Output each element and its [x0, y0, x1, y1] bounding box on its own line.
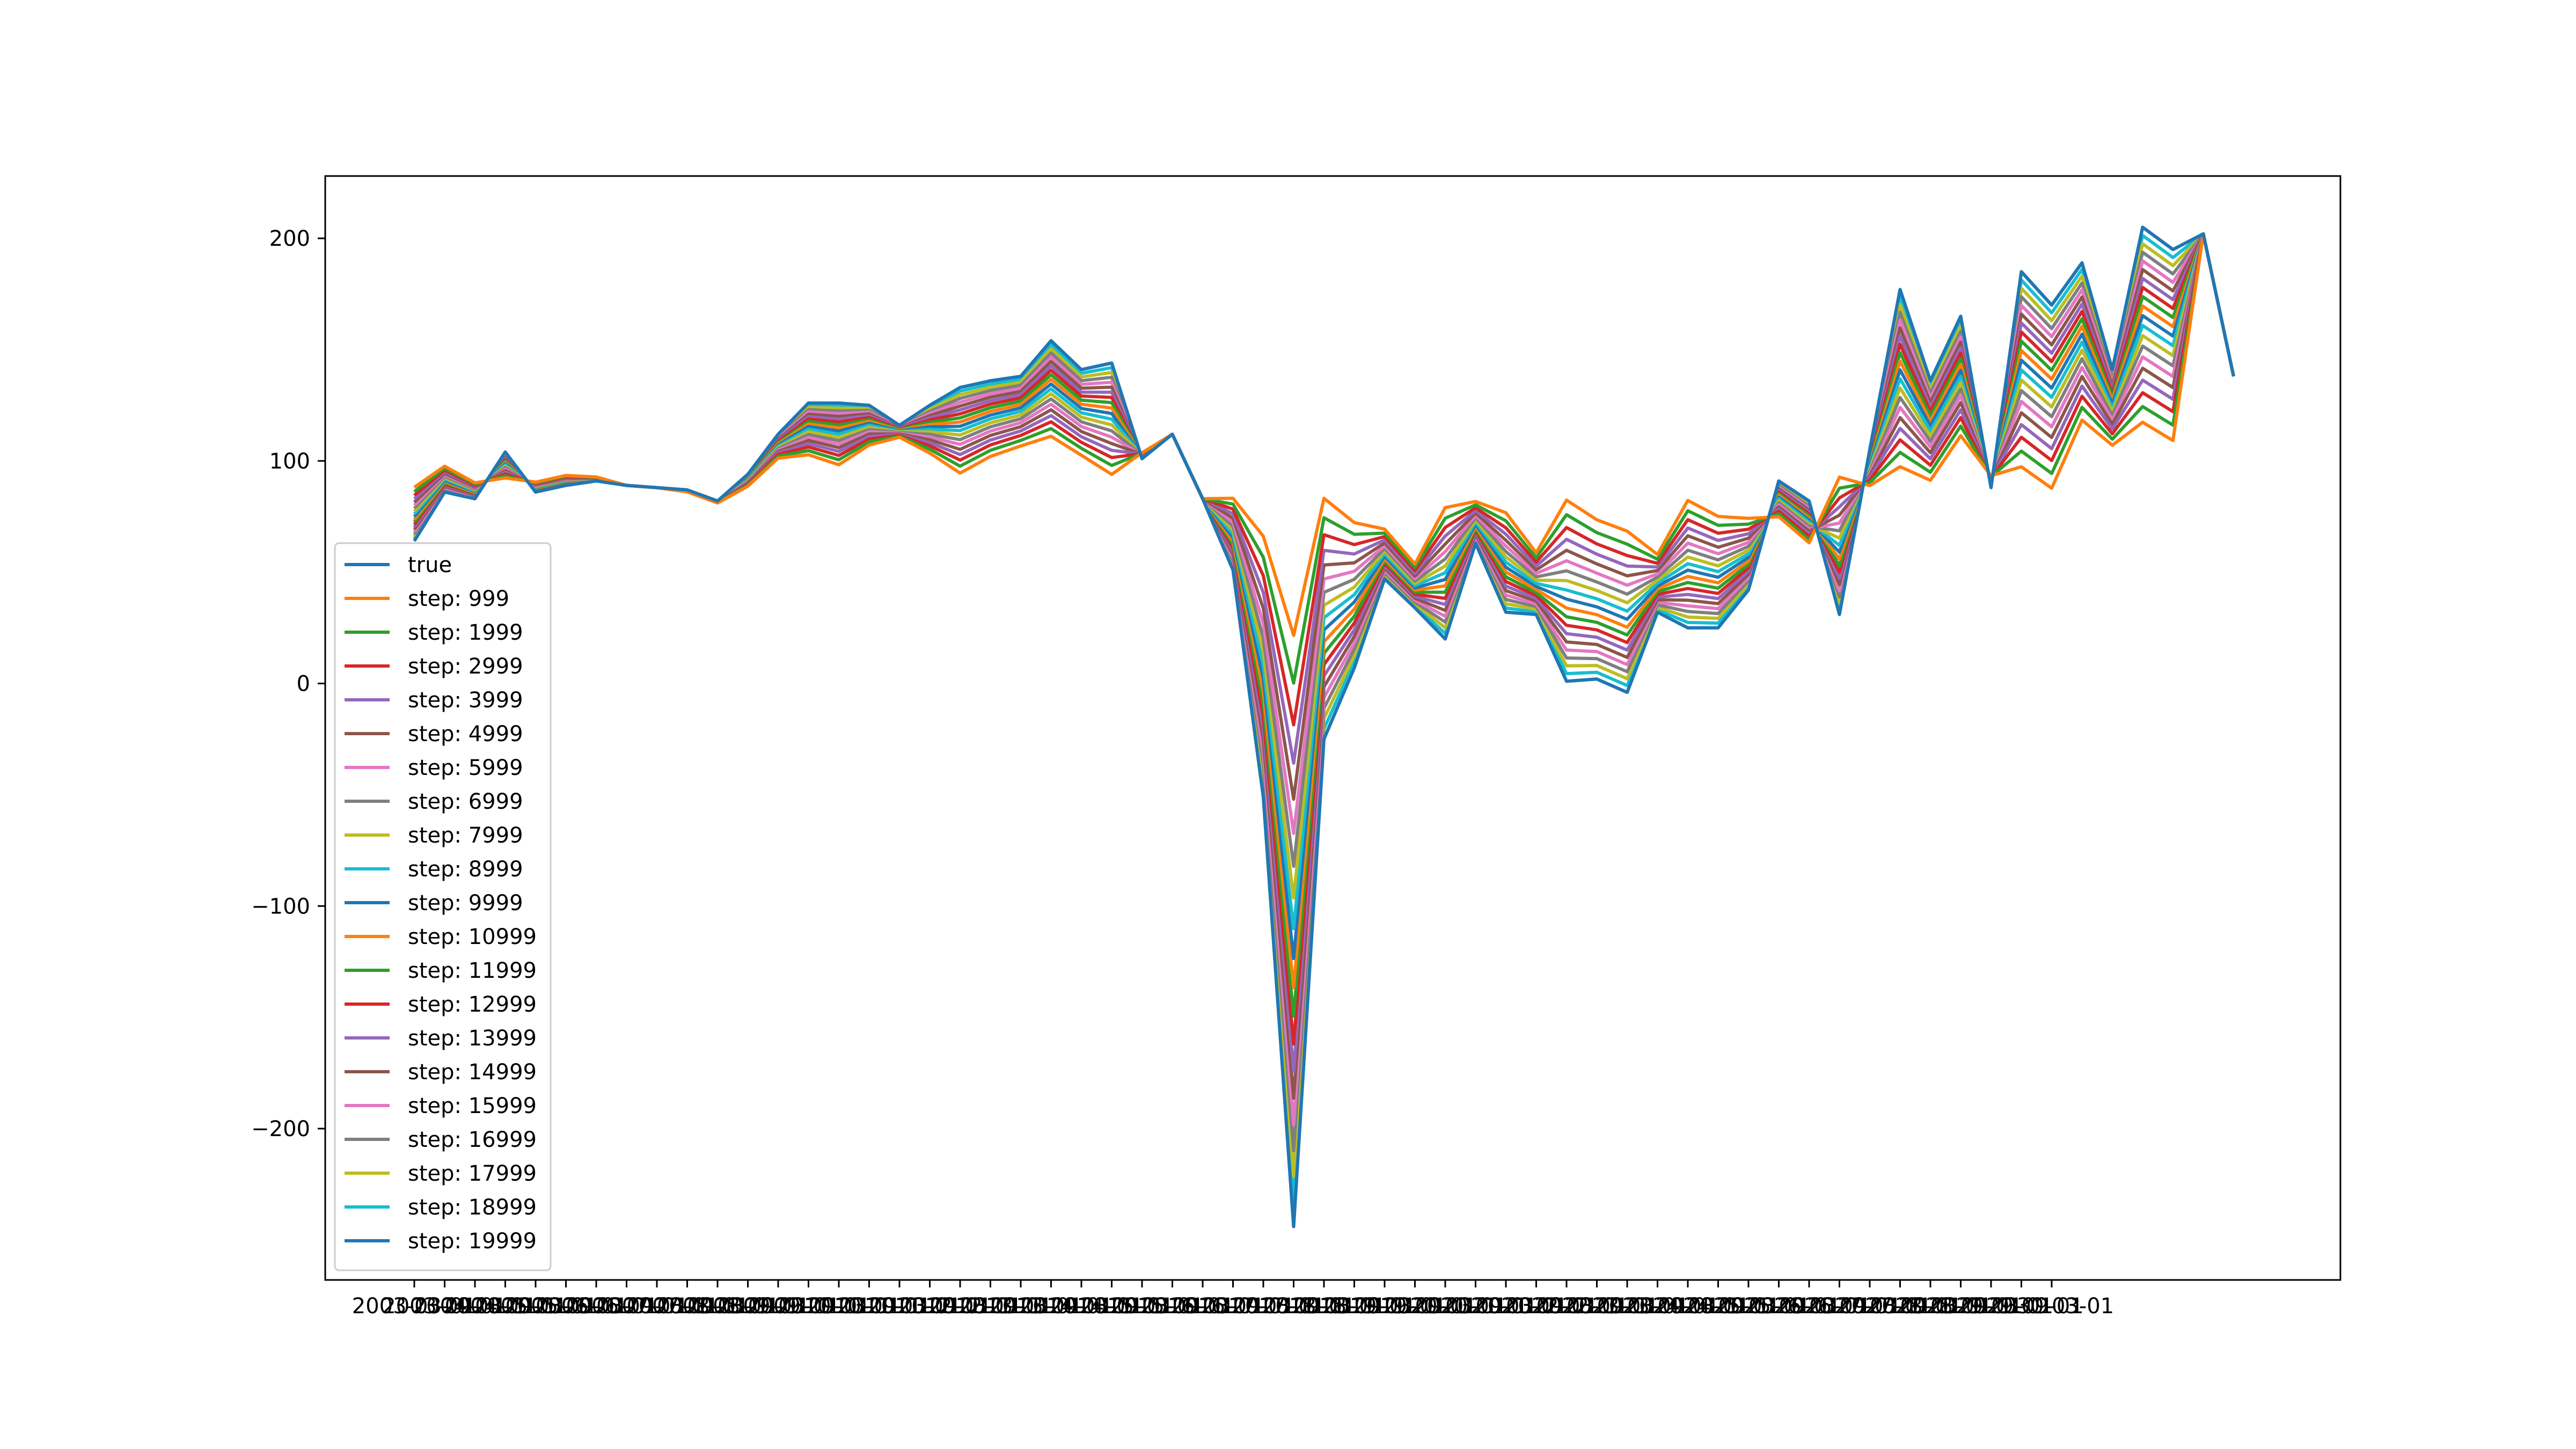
x-tick-label: 2028-03-01: [1868, 1294, 1993, 1319]
legend-label: step: 16999: [408, 1128, 537, 1152]
x-tick-label: 2008-03-01: [655, 1294, 780, 1319]
legend-label: step: 19999: [408, 1229, 537, 1254]
x-tick-label: 2029-09-01: [1959, 1294, 2083, 1319]
x-tick-label: 2028-09-01: [1898, 1294, 2023, 1319]
x-tick-label: 2010-03-01: [777, 1294, 901, 1319]
legend-label: step: 5999: [408, 756, 523, 780]
x-tick-label: 2010-09-01: [807, 1294, 931, 1319]
x-tick-label: 2018-03-01: [1262, 1294, 1386, 1319]
x-tick-label: 2003-03-01: [352, 1294, 477, 1319]
legend-label: true: [408, 553, 452, 577]
x-tick-label: 2015-09-01: [1110, 1294, 1234, 1319]
legend-label: step: 14999: [408, 1060, 537, 1085]
x-tick-label: 2019-03-01: [1322, 1294, 1447, 1319]
legend-label: step: 13999: [408, 1026, 537, 1051]
legend: true step: 999 step: 1999 step: 2999 step: 3…: [334, 542, 552, 1271]
x-tick-label: 2025-09-01: [1716, 1294, 1841, 1319]
series-layer: [413, 225, 2235, 1228]
x-tick-label: 2019-09-01: [1352, 1294, 1477, 1319]
x-tick-label: 2007-03-01: [595, 1294, 719, 1319]
legend-label: step: 8999: [408, 857, 523, 882]
legend-label: step: 999: [408, 587, 509, 611]
x-tick-label: 2023-09-01: [1595, 1294, 1719, 1319]
x-tick-label: 2022-09-01: [1534, 1294, 1659, 1319]
legend-label: step: 11999: [408, 958, 537, 983]
x-tick-label: 2029-03-01: [1929, 1294, 2053, 1319]
legend-label: step: 3999: [408, 688, 523, 713]
x-tick-label: 2025-03-01: [1686, 1294, 1811, 1319]
x-tick-label: 2005-03-01: [473, 1294, 598, 1319]
x-tick-label: 2024-03-01: [1626, 1294, 1750, 1319]
x-tick-label: 2005-09-01: [503, 1294, 628, 1319]
x-tick-label: 2026-03-01: [1747, 1294, 1871, 1319]
x-tick-label: 2022-03-01: [1504, 1294, 1629, 1319]
x-tick-label: 2007-09-01: [625, 1294, 749, 1319]
x-tick-label: 2013-03-01: [958, 1294, 1083, 1319]
legend-label: step: 7999: [408, 823, 523, 848]
x-tick-label: 2024-09-01: [1656, 1294, 1780, 1319]
x-tick-label: 2012-09-01: [928, 1294, 1052, 1319]
x-tick-label: 2020-03-01: [1383, 1294, 1507, 1319]
x-tick-label: 2003-09-01: [382, 1294, 507, 1319]
x-tick-label: 2017-03-01: [1201, 1294, 1326, 1319]
x-tick-label: 2015-03-01: [1080, 1294, 1204, 1319]
x-tick-label: 2021-03-01: [1444, 1294, 1568, 1319]
x-tick-label: 2021-09-01: [1474, 1294, 1598, 1319]
x-tick-label: 2016-09-01: [1170, 1294, 1295, 1319]
x-tick-label: 2017-09-01: [1231, 1294, 1356, 1319]
x-tick-label: 2013-09-01: [989, 1294, 1113, 1319]
x-tick-label: 2004-09-01: [443, 1294, 567, 1319]
x-tick-label: 2012-03-01: [898, 1294, 1022, 1319]
y-tick-label: 100: [269, 449, 310, 474]
x-tick-label: 2016-03-01: [1140, 1294, 1265, 1319]
x-tick-label: 2027-03-01: [1807, 1294, 1932, 1319]
legend-label: step: 2999: [408, 654, 523, 679]
legend-label: step: 9999: [408, 891, 523, 916]
legend-label: step: 4999: [408, 722, 523, 747]
x-tick-label: 2011-03-01: [837, 1294, 962, 1319]
y-tick-label: 200: [269, 226, 310, 251]
legend-label: step: 15999: [408, 1094, 537, 1118]
x-tick-label: 2030-03-01: [1989, 1294, 2114, 1319]
x-tick-label: 2009-09-01: [746, 1294, 870, 1319]
series-line-step-1: [413, 232, 2235, 637]
x-tick-label: 2014-09-01: [1049, 1294, 1174, 1319]
x-tick-label: 2027-09-01: [1838, 1294, 1962, 1319]
x-tick-label: 2018-09-01: [1292, 1294, 1416, 1319]
x-tick-label: 2014-03-01: [1019, 1294, 1144, 1319]
x-tick-label: 2009-03-01: [716, 1294, 840, 1319]
x-tick-label: 2006-09-01: [564, 1294, 689, 1319]
x-axis: 2003-03-012003-09-012004-03-012004-09-01…: [352, 1280, 2114, 1319]
x-tick-label: 2004-03-01: [413, 1294, 537, 1319]
legend-label: step: 17999: [408, 1161, 537, 1186]
x-tick-label: 2006-03-01: [534, 1294, 658, 1319]
x-tick-label: 2011-09-01: [867, 1294, 992, 1319]
legend-box: [334, 542, 552, 1271]
x-tick-label: 2020-09-01: [1413, 1294, 1538, 1319]
y-tick-label: 0: [297, 672, 310, 697]
legend-label: step: 1999: [408, 620, 523, 645]
y-tick-label: −200: [251, 1117, 310, 1141]
plot-frame: [324, 175, 2341, 1281]
x-tick-label: 2008-09-01: [685, 1294, 810, 1319]
legend-label: step: 10999: [408, 925, 537, 949]
legend-label: step: 6999: [408, 789, 523, 814]
x-tick-label: 2023-03-01: [1565, 1294, 1689, 1319]
y-tick-label: −100: [251, 894, 310, 919]
y-axis: −200 −100 0 100 200: [251, 226, 325, 1141]
series-line-true: [413, 225, 2235, 1228]
x-tick-label: 2026-09-01: [1777, 1294, 1901, 1319]
legend-label: step: 12999: [408, 992, 537, 1017]
legend-label: step: 18999: [408, 1195, 537, 1220]
